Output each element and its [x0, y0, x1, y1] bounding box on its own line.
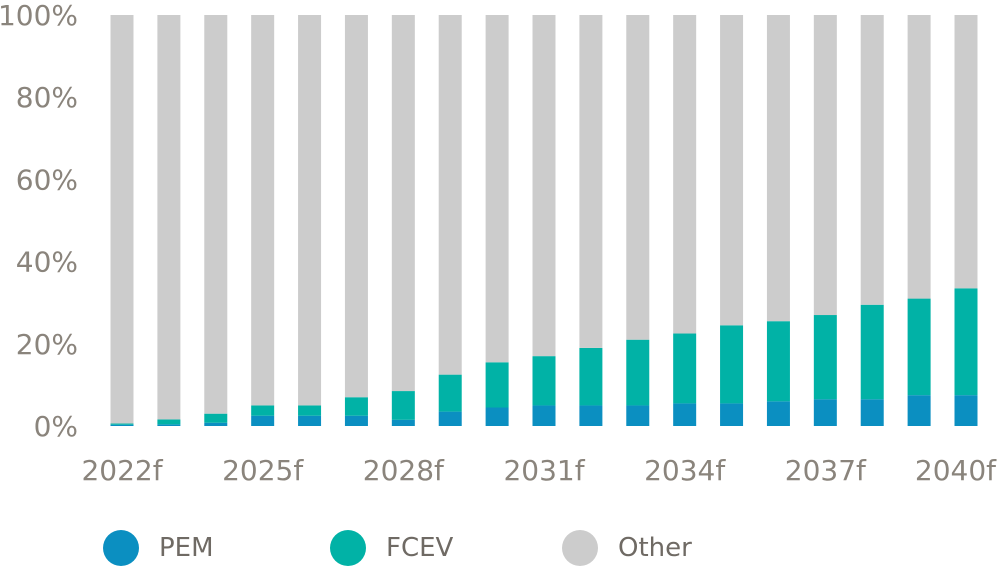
- bar-fcev-2032f: [579, 347, 603, 406]
- bar-pem-2025f: [251, 415, 275, 426]
- x-tick-label: 2028f: [363, 454, 445, 487]
- legend: PEM FCEV Other: [0, 528, 1000, 568]
- bar-pem-2035f: [720, 403, 744, 426]
- bar-fcev-2025f: [251, 405, 275, 416]
- bar-other-2023f: [157, 15, 181, 420]
- bar-pem-2038f: [860, 399, 884, 426]
- bar-fcev-2029f: [438, 374, 462, 412]
- bar-pem-2039f: [907, 395, 931, 426]
- bar-other-2029f: [438, 15, 462, 375]
- legend-item-other: Other: [562, 528, 692, 568]
- bar-other-2025f: [251, 15, 275, 406]
- bar-other-2038f: [860, 15, 884, 305]
- legend-label-pem: PEM: [159, 533, 214, 563]
- legend-swatch-pem: [103, 530, 139, 566]
- bar-fcev-2026f: [298, 405, 322, 416]
- bar-pem-2029f: [438, 411, 462, 426]
- bar-other-2030f: [485, 15, 509, 363]
- bar-pem-2028f: [391, 419, 415, 426]
- bar-pem-2023f: [157, 424, 181, 426]
- bar-other-2039f: [907, 15, 931, 299]
- bar-pem-2036f: [766, 401, 790, 426]
- bar-fcev-2037f: [813, 315, 837, 400]
- x-tick-label: 2022f: [81, 454, 163, 487]
- x-tick-label: 2034f: [644, 454, 726, 487]
- y-tick-label: 40%: [16, 246, 78, 279]
- bar-fcev-2034f: [673, 333, 697, 404]
- bar-other-2036f: [766, 15, 790, 322]
- bar-other-2040f: [954, 15, 978, 289]
- legend-swatch-other: [562, 530, 598, 566]
- bar-pem-2033f: [626, 405, 650, 426]
- bar-other-2033f: [626, 15, 650, 340]
- x-tick-label: 2031f: [503, 454, 585, 487]
- bar-fcev-2036f: [766, 321, 790, 402]
- bar-fcev-2038f: [860, 304, 884, 400]
- bar-fcev-2022f: [110, 423, 134, 425]
- bar-pem-2027f: [344, 415, 368, 426]
- bar-other-2034f: [673, 15, 697, 334]
- legend-swatch-fcev: [330, 530, 366, 566]
- bar-other-2024f: [204, 15, 228, 414]
- bar-fcev-2039f: [907, 298, 931, 396]
- bar-other-2022f: [110, 15, 134, 424]
- x-tick-label: 2037f: [785, 454, 867, 487]
- bar-pem-2032f: [579, 405, 603, 426]
- bar-other-2031f: [532, 15, 556, 357]
- bar-fcev-2040f: [954, 288, 978, 396]
- y-tick-label: 100%: [0, 0, 78, 32]
- legend-item-fcev: FCEV: [330, 528, 453, 568]
- bar-other-2037f: [813, 15, 837, 316]
- y-tick-label: 80%: [16, 81, 78, 114]
- stacked-bar-chart: 0% 20% 40% 60% 80% 100% 2022f 2025f 2028f 2031f 20…: [0, 0, 997, 487]
- legend-item-pem: PEM: [103, 528, 214, 568]
- bar-fcev-2024f: [204, 413, 228, 423]
- x-tick-label: 2040f: [915, 454, 997, 487]
- y-tick-label: 20%: [16, 328, 78, 361]
- bar-other-2035f: [720, 15, 744, 326]
- bar-fcev-2028f: [391, 391, 415, 420]
- bar-pem-2030f: [485, 407, 509, 426]
- bar-pem-2031f: [532, 405, 556, 426]
- legend-label-other: Other: [618, 533, 692, 563]
- bar-pem-2022f: [110, 424, 134, 426]
- bar-other-2032f: [579, 15, 603, 348]
- x-tick-label: 2025f: [222, 454, 304, 487]
- y-tick-label: 0%: [34, 410, 78, 443]
- bar-pem-2034f: [673, 403, 697, 426]
- bar-pem-2040f: [954, 395, 978, 426]
- bar-pem-2026f: [298, 415, 322, 426]
- bar-fcev-2031f: [532, 356, 556, 406]
- bar-pem-2024f: [204, 422, 228, 426]
- bar-fcev-2035f: [720, 325, 744, 404]
- bar-other-2028f: [391, 15, 415, 392]
- bar-fcev-2027f: [344, 397, 368, 416]
- bar-other-2027f: [344, 15, 368, 398]
- bar-other-2026f: [298, 15, 322, 406]
- legend-label-fcev: FCEV: [386, 533, 454, 563]
- bar-fcev-2030f: [485, 362, 509, 408]
- bar-fcev-2033f: [626, 339, 650, 406]
- y-tick-label: 60%: [16, 163, 78, 196]
- bar-pem-2037f: [813, 399, 837, 426]
- bar-fcev-2023f: [157, 419, 181, 425]
